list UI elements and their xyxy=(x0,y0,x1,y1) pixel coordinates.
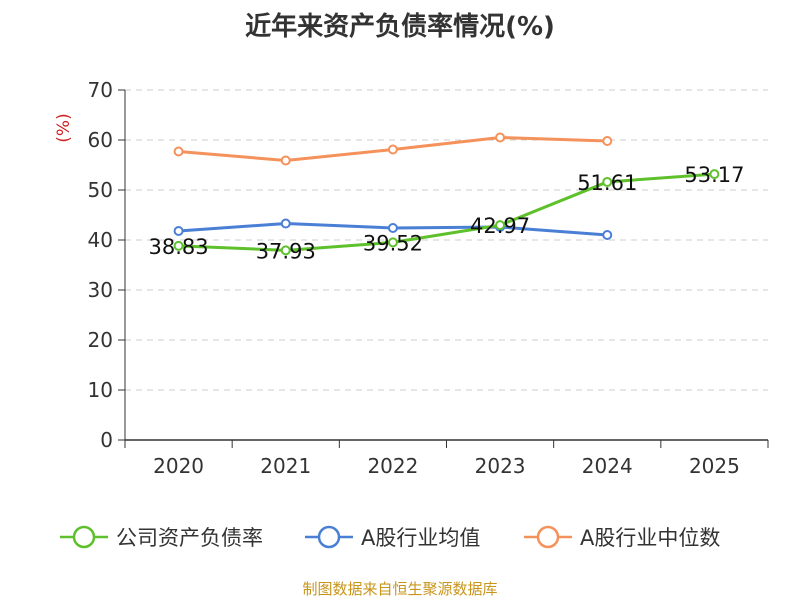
axes: 0 10 20 30 40 50 60 70 2020 2021 2022 2023 2024 2025 (… xyxy=(54,78,769,478)
data-point xyxy=(602,136,613,146)
x-tick-label: 2025 xyxy=(689,454,740,478)
data-point xyxy=(173,146,184,157)
data-point xyxy=(709,169,720,180)
grid-lines xyxy=(125,89,768,391)
legend-label[interactable]: A股行业中位数 xyxy=(580,526,720,550)
data-label: 38.83 xyxy=(149,235,209,259)
x-tick-label: 2023 xyxy=(475,454,526,478)
data-point xyxy=(387,144,398,155)
data-point xyxy=(495,220,506,231)
x-tick-label: 2022 xyxy=(367,454,418,478)
data-point xyxy=(280,155,291,166)
y-tick-label: 10 xyxy=(88,378,113,402)
data-point xyxy=(173,226,184,236)
data-point xyxy=(602,230,613,240)
series-line xyxy=(178,172,715,252)
y-tick-label: 30 xyxy=(88,278,113,302)
data-labels: 38.83 37.93 39.52 42.97 51.61 53.17 xyxy=(149,163,745,263)
x-tick-label: 2021 xyxy=(260,454,311,478)
y-tick-label: 0 xyxy=(100,428,113,452)
y-tick-label: 40 xyxy=(88,228,113,252)
x-tick-label: 2020 xyxy=(153,454,204,478)
data-point xyxy=(387,223,398,233)
y-tick-label: 60 xyxy=(88,128,113,152)
legend-marker[interactable] xyxy=(72,525,96,549)
source-note: 制图数据来自恒生聚源数据库 xyxy=(302,580,498,598)
series-lines xyxy=(173,132,720,256)
legend-marker[interactable] xyxy=(536,525,560,549)
chart-title: 近年来资产负债率情况(%) xyxy=(245,12,555,42)
y-tick-label: 20 xyxy=(88,328,113,352)
data-point xyxy=(280,218,291,229)
y-axis-label: (%) xyxy=(54,113,74,142)
data-label: 42.97 xyxy=(470,214,530,238)
legend-label[interactable]: 公司资产负债率 xyxy=(116,526,263,550)
data-point xyxy=(280,245,291,256)
legend-label[interactable]: A股行业均值 xyxy=(361,526,480,550)
data-point xyxy=(602,176,613,187)
legend-marker[interactable] xyxy=(317,525,341,549)
y-tick-label: 70 xyxy=(88,78,113,102)
data-label: 37.93 xyxy=(256,239,316,263)
data-label: 51.61 xyxy=(577,171,637,195)
legend[interactable]: 公司资产负债率 A股行业均值 A股行业中位数 xyxy=(60,525,720,550)
data-point xyxy=(173,240,184,251)
data-label: 39.52 xyxy=(363,231,423,255)
x-tick-label: 2024 xyxy=(582,454,633,478)
data-point xyxy=(495,132,506,143)
y-tick-label: 50 xyxy=(88,178,113,202)
data-point xyxy=(387,237,398,248)
data-label: 53.17 xyxy=(684,163,744,187)
